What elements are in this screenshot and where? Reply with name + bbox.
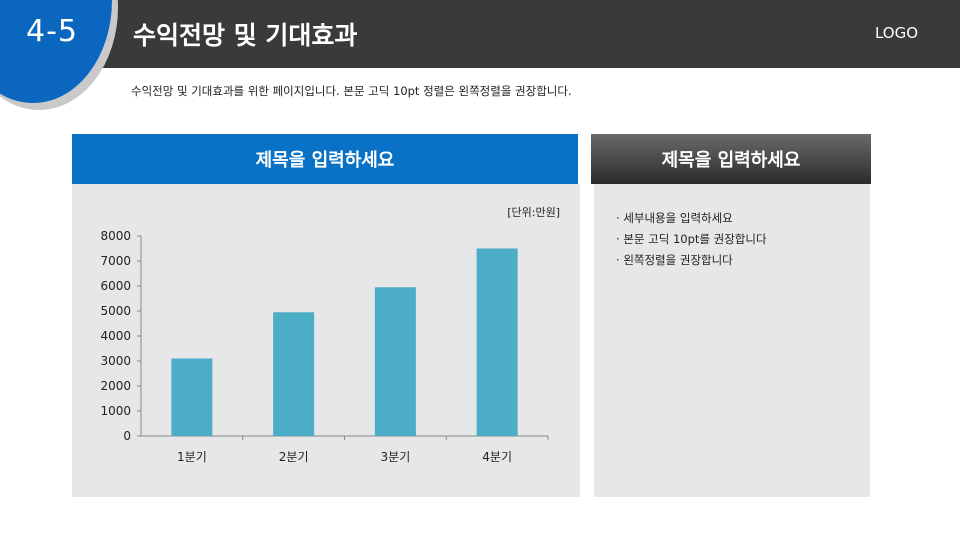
x-tick-label: 2분기 (279, 450, 309, 464)
bar (273, 312, 315, 436)
logo: LOGO (874, 24, 918, 42)
bar (476, 248, 518, 436)
bullet-list: 세부내용을 입력하세요본문 고딕 10pt를 권장합니다왼쪽정렬을 권장합니다 (616, 208, 767, 271)
bullet-item: 왼쪽정렬을 권장합니다 (616, 250, 767, 271)
x-tick-label: 3분기 (381, 450, 411, 464)
y-tick-label: 5000 (100, 304, 131, 318)
y-tick-label: 0 (123, 429, 131, 443)
section-number: 4-5 (26, 14, 78, 49)
y-tick-label: 3000 (100, 354, 131, 368)
bar (171, 358, 213, 436)
y-tick-label: 2000 (100, 379, 131, 393)
right-panel-body: 세부내용을 입력하세요본문 고딕 10pt를 권장합니다왼쪽정렬을 권장합니다 (594, 184, 870, 497)
right-panel-title: 제목을 입력하세요 (591, 134, 871, 184)
bullet-item: 세부내용을 입력하세요 (616, 208, 767, 229)
bar-chart: 0 1000 2000 3000 4000 5000 6000 7000 8000 1분기 2분기 3… (100, 229, 549, 464)
page-title: 수익전망 및 기대효과 (133, 21, 358, 50)
y-tick-label: 1000 (100, 404, 131, 418)
y-tick-label: 4000 (100, 329, 131, 343)
header-bar (0, 0, 960, 68)
page-subtitle: 수익전망 및 기대효과를 위한 페이지입니다. 본문 고딕 10pt 정렬은 왼… (131, 84, 572, 98)
x-tick-label: 4분기 (482, 450, 512, 464)
left-panel-title: 제목을 입력하세요 (72, 134, 578, 184)
bullet-item: 본문 고딕 10pt를 권장합니다 (616, 229, 766, 250)
y-tick-label: 8000 (100, 229, 131, 243)
unit-label: [단위:만원] (507, 206, 560, 219)
left-panel-body: [단위:만원] 0 1000 2000 3000 4000 5000 6000 7000 800… (72, 184, 580, 497)
y-tick-label: 6000 (100, 279, 131, 293)
x-tick-label: 1분기 (177, 450, 207, 464)
y-tick-label: 7000 (100, 254, 131, 268)
bar (374, 287, 416, 436)
